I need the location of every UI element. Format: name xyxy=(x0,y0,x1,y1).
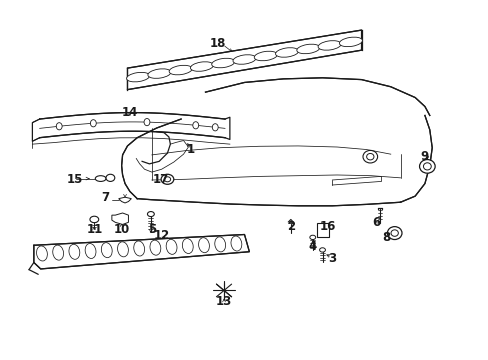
Ellipse shape xyxy=(309,235,315,239)
Ellipse shape xyxy=(134,241,144,256)
Text: 7: 7 xyxy=(102,191,109,204)
Ellipse shape xyxy=(230,236,242,251)
Polygon shape xyxy=(112,213,128,225)
Ellipse shape xyxy=(85,243,96,258)
Ellipse shape xyxy=(214,237,225,252)
Polygon shape xyxy=(127,30,361,90)
Ellipse shape xyxy=(192,122,198,129)
Ellipse shape xyxy=(37,246,47,261)
Ellipse shape xyxy=(423,163,430,170)
Ellipse shape xyxy=(198,238,209,253)
Text: 18: 18 xyxy=(209,36,225,50)
Text: 14: 14 xyxy=(122,106,138,119)
Ellipse shape xyxy=(90,120,96,127)
Ellipse shape xyxy=(90,216,99,223)
Ellipse shape xyxy=(166,239,177,255)
Text: 4: 4 xyxy=(308,240,316,253)
Ellipse shape xyxy=(339,37,362,47)
Ellipse shape xyxy=(232,55,256,64)
Ellipse shape xyxy=(190,62,213,71)
Text: 13: 13 xyxy=(216,296,232,309)
Ellipse shape xyxy=(386,226,401,239)
Ellipse shape xyxy=(169,65,192,75)
Ellipse shape xyxy=(126,72,149,82)
Polygon shape xyxy=(34,234,249,269)
Ellipse shape xyxy=(144,118,150,126)
Ellipse shape xyxy=(318,41,341,50)
Ellipse shape xyxy=(362,150,377,163)
Text: 6: 6 xyxy=(371,216,380,229)
Ellipse shape xyxy=(150,240,161,255)
Ellipse shape xyxy=(161,174,173,184)
Ellipse shape xyxy=(275,48,298,57)
Ellipse shape xyxy=(182,239,193,253)
Text: 3: 3 xyxy=(327,252,336,265)
Ellipse shape xyxy=(211,58,234,68)
Ellipse shape xyxy=(53,245,63,260)
Ellipse shape xyxy=(296,44,319,54)
Polygon shape xyxy=(122,78,431,206)
Ellipse shape xyxy=(69,244,80,259)
Ellipse shape xyxy=(164,177,170,182)
Ellipse shape xyxy=(419,159,434,173)
Text: 5: 5 xyxy=(147,223,156,236)
Ellipse shape xyxy=(319,248,325,252)
Ellipse shape xyxy=(95,176,106,181)
Ellipse shape xyxy=(212,124,218,131)
Text: 17: 17 xyxy=(152,173,168,186)
Ellipse shape xyxy=(147,69,170,78)
Text: 1: 1 xyxy=(186,143,195,156)
FancyBboxPatch shape xyxy=(316,223,329,237)
Text: 10: 10 xyxy=(113,223,129,236)
Ellipse shape xyxy=(254,51,277,61)
Text: 15: 15 xyxy=(66,173,83,186)
Text: 8: 8 xyxy=(381,231,389,244)
Ellipse shape xyxy=(101,243,112,258)
Ellipse shape xyxy=(390,230,398,236)
Text: 9: 9 xyxy=(420,150,428,163)
Text: 2: 2 xyxy=(286,220,294,233)
Text: 11: 11 xyxy=(86,223,102,236)
Ellipse shape xyxy=(366,153,373,160)
Polygon shape xyxy=(40,113,224,138)
Ellipse shape xyxy=(56,123,62,130)
Ellipse shape xyxy=(106,174,115,181)
Ellipse shape xyxy=(117,242,128,257)
Text: 12: 12 xyxy=(153,229,169,242)
Text: 16: 16 xyxy=(320,220,336,233)
Ellipse shape xyxy=(147,212,154,217)
Polygon shape xyxy=(119,197,131,203)
